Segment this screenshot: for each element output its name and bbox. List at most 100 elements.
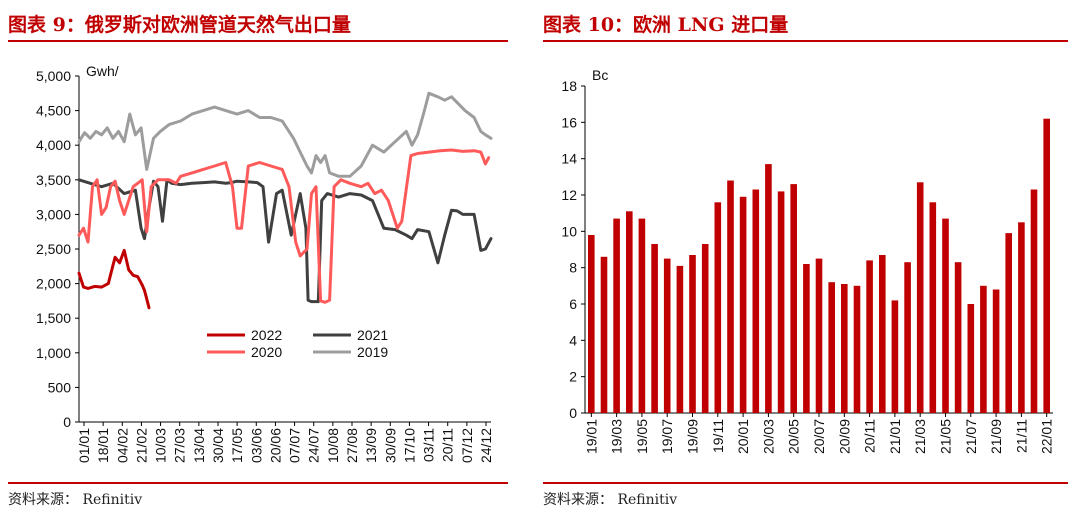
y-tick-label: 12 xyxy=(561,187,577,203)
x-tick-label: 01/01 xyxy=(76,428,92,463)
x-tick-label: 10/08 xyxy=(325,428,341,463)
x-tick-label: 21/05 xyxy=(937,419,953,454)
bar-21/07 xyxy=(967,304,975,413)
y-tick-label: 8 xyxy=(569,260,577,276)
x-tick-label: 03/11 xyxy=(421,428,437,462)
x-tick-label: 13/04 xyxy=(191,428,207,463)
y-tick-label: 4,000 xyxy=(36,137,71,153)
x-tick-label: 21/07 xyxy=(963,419,979,454)
x-tick-label: 30/04 xyxy=(210,428,226,463)
x-tick-label: 24/12 xyxy=(478,428,494,463)
bar-19/07 xyxy=(663,258,671,413)
gas-export-line-chart: 0 500 1,000 1,500 2,000 2,500 3,000 3,500 4,000 4… xyxy=(36,63,494,463)
x-tick-label: 21/02 xyxy=(133,428,149,463)
bar-20/05 xyxy=(790,184,797,413)
x-tick-label: 21/01 xyxy=(887,419,903,454)
bar-20/08 xyxy=(828,282,835,413)
legend-label-2021: 2021 xyxy=(357,327,388,343)
bar-20/04 xyxy=(777,191,785,413)
series-line-2020 xyxy=(77,148,491,304)
y-tick-label: 0 xyxy=(569,405,577,421)
x-tick-label: 17/05 xyxy=(229,428,245,463)
series-line-2022 xyxy=(77,248,151,310)
x-tick-label: 20/01 xyxy=(735,419,751,454)
bar-22/01 xyxy=(1043,118,1050,413)
bar-20/07 xyxy=(815,258,823,413)
bar-19/11 xyxy=(714,202,722,413)
x-tick-label: 24/07 xyxy=(306,428,322,463)
y-tick-label: 16 xyxy=(561,114,577,130)
bar-19/01 xyxy=(588,235,595,413)
bar-21/08 xyxy=(980,285,987,413)
left-chart-title: 图表 9：俄罗斯对欧洲管道天然气出口量 xyxy=(8,14,351,36)
bar-19/04 xyxy=(626,211,633,413)
x-tick-label: 04/02 xyxy=(114,428,130,463)
bar-21/01 xyxy=(891,300,899,413)
bar-21/03 xyxy=(916,182,924,413)
y-tick-label: 2,500 xyxy=(36,241,71,257)
y-tick-label: 4,500 xyxy=(36,103,71,119)
x-tick-label: 20/06 xyxy=(267,428,283,463)
right-title-rule xyxy=(543,40,1068,42)
bar-20/12 xyxy=(879,255,886,413)
bar-21/10 xyxy=(1005,233,1012,413)
x-tick-label: 19/01 xyxy=(583,419,599,454)
x-tick-label: 21/11 xyxy=(1013,419,1029,453)
bar-20/06 xyxy=(803,264,810,413)
y-tick-label: 5,000 xyxy=(36,68,71,84)
bar-20/02 xyxy=(752,189,760,413)
left-source-note: 资料来源： Refinitiv xyxy=(8,492,143,508)
y-tick-label: 0 xyxy=(63,414,71,430)
right-chart-panel: 图表 10：欧洲 LNG 进口量 0 2 4 6 8 10 12 14 16 18 Bc 19/01 1… xyxy=(535,0,1080,523)
bar-21/09 xyxy=(992,289,1000,413)
x-tick-label: 20/11 xyxy=(862,419,878,453)
bar-19/12 xyxy=(727,180,734,413)
bar-21/12 xyxy=(1030,189,1038,413)
bar-20/11 xyxy=(866,260,873,413)
y-tick-label: 3,000 xyxy=(36,206,71,222)
x-tick-label: 19/11 xyxy=(710,419,726,453)
x-tick-label: 07/07 xyxy=(287,428,303,463)
bar-19/09 xyxy=(689,255,696,413)
left-title-rule xyxy=(8,40,508,42)
x-tick-label: 17/10 xyxy=(401,428,417,463)
legend-label-2020: 2020 xyxy=(251,344,282,360)
bar-20/10 xyxy=(853,285,861,413)
bar-20/01 xyxy=(739,196,747,413)
right-source-rule xyxy=(543,482,1068,484)
bar-19/06 xyxy=(651,244,658,413)
right-chart-title: 图表 10：欧洲 LNG 进口量 xyxy=(543,14,789,36)
x-tick-label: 19/07 xyxy=(659,419,675,454)
y-tick-label: 4 xyxy=(569,332,577,348)
bar-21/02 xyxy=(904,262,911,413)
left-source-rule xyxy=(8,482,508,484)
x-tick-label: 03/06 xyxy=(248,428,264,463)
left-chart-panel: 图表 9：俄罗斯对欧洲管道天然气出口量 0 500 1,000 1,500 2,000 2… xyxy=(0,0,520,523)
y-tick-label: 3,500 xyxy=(36,172,71,188)
y-tick-label: 2,000 xyxy=(36,276,71,292)
x-tick-label: 19/03 xyxy=(609,419,625,454)
bar-21/11 xyxy=(1018,222,1025,414)
x-tick-label: 07/12 xyxy=(459,428,475,463)
x-tick-label: 20/09 xyxy=(836,419,852,454)
bar-19/08 xyxy=(676,265,684,413)
series-line-2019 xyxy=(77,91,493,178)
y-tick-label: 2 xyxy=(569,369,577,385)
bar-20/09 xyxy=(841,284,848,413)
right-source-note: 资料来源： Refinitiv xyxy=(543,492,678,508)
x-tick-label: 20/05 xyxy=(786,419,802,454)
y-unit-label: Gwh/ xyxy=(86,63,119,79)
x-tick-label: 21/09 xyxy=(988,419,1004,454)
x-tick-label: 19/09 xyxy=(685,419,701,454)
bar-21/05 xyxy=(942,218,949,413)
x-tick-label: 19/05 xyxy=(634,419,650,454)
legend-label-2022: 2022 xyxy=(251,327,282,343)
bar-21/06 xyxy=(954,262,962,413)
y-tick-label: 1,500 xyxy=(36,310,71,326)
x-tick-label: 13/09 xyxy=(363,428,379,463)
y-tick-label: 18 xyxy=(561,78,577,94)
x-tick-label: 18/01 xyxy=(95,428,111,463)
lng-import-bar-chart: 0 2 4 6 8 10 12 14 16 18 Bc 19/01 19/03 19/05 19/07 19/… xyxy=(561,67,1054,454)
y-tick-label: 10 xyxy=(561,223,577,239)
y-tick-label: 1,000 xyxy=(36,345,71,361)
